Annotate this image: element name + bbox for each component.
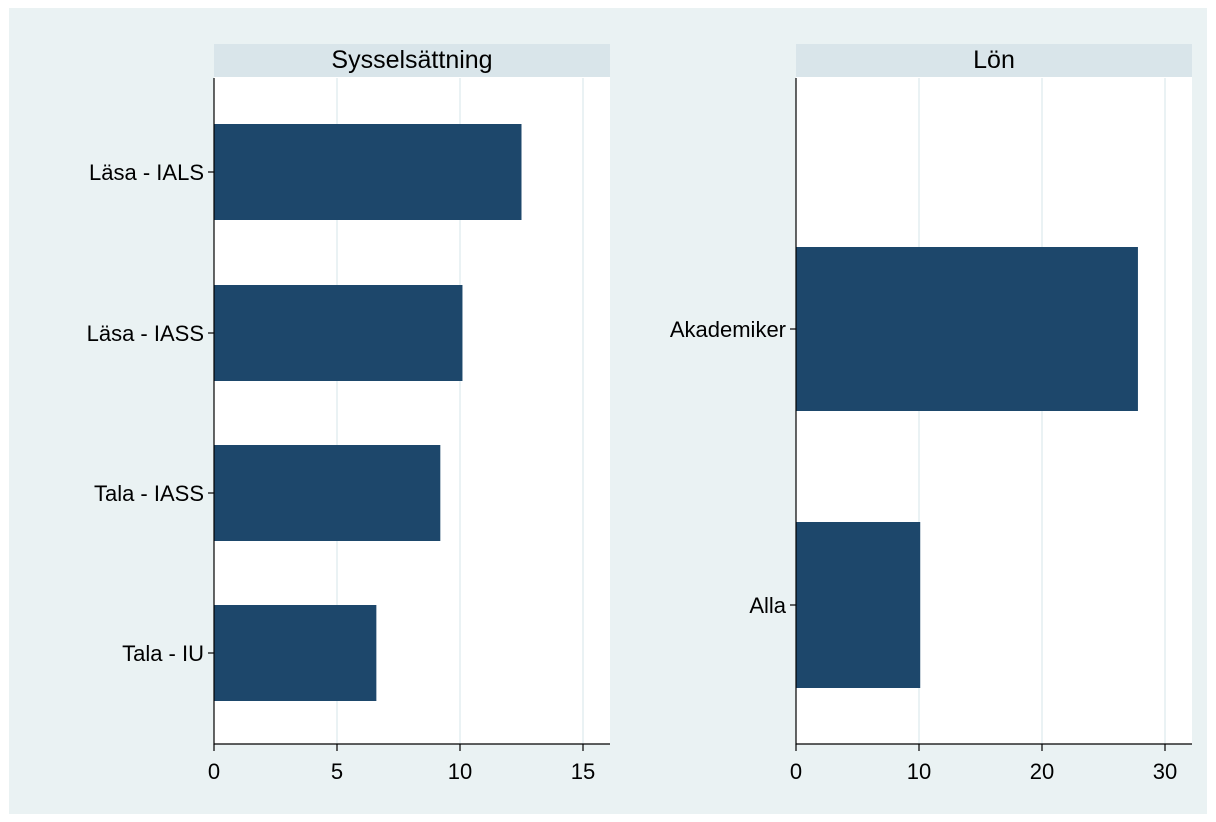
panel0-bar-3 (214, 605, 377, 701)
panel1-category-label-1: Alla (749, 593, 786, 618)
panel0-x-tick-label-1: 5 (331, 759, 343, 784)
panel0-category-label-1: Läsa - IASS (87, 321, 204, 346)
panel1-x-tick-label-1: 10 (907, 759, 931, 784)
panel-title-sysselsattning: Sysselsättning (214, 44, 610, 77)
panel0-x-tick-label-0: 0 (208, 759, 220, 784)
panel1-category-label-0: Akademiker (670, 317, 786, 342)
panel1-x-tick-label-0: 0 (790, 759, 802, 784)
panel1-bar-1 (796, 522, 921, 688)
panel1-x-tick-label-2: 20 (1030, 759, 1054, 784)
panel0-bar-0 (214, 124, 522, 220)
panel0-bar-1 (214, 285, 463, 381)
panel0-category-label-3: Tala - IU (122, 641, 204, 666)
panel0-category-label-0: Läsa - IALS (89, 160, 204, 185)
panel0-x-tick-label-2: 10 (448, 759, 472, 784)
panel0-category-label-2: Tala - IASS (94, 481, 204, 506)
panel-title-lon: Lön (796, 44, 1192, 77)
panel1-x-tick-label-3: 30 (1153, 759, 1177, 784)
panel0-x-tick-label-3: 15 (571, 759, 595, 784)
panel0-bar-2 (214, 445, 441, 541)
panel1-bar-0 (796, 247, 1138, 411)
